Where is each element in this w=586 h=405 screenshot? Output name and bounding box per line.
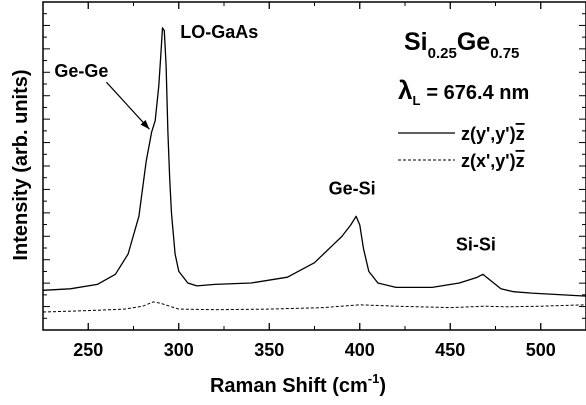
annotation-ge-si: Ge-Si [329, 178, 376, 198]
composition-label: Si0.25Ge0.75 [404, 28, 519, 62]
y-axis-label: Intensity (arb. units) [10, 69, 32, 260]
annotation-ge-ge: Ge-Ge [54, 61, 108, 81]
series-line-crossed [42, 301, 586, 313]
ge-ge-arrow-head [140, 120, 150, 130]
x-tick-label-350: 350 [254, 340, 284, 360]
legend-label-crossed: z(x',y')z [461, 151, 525, 171]
x-tick-label-500: 500 [526, 340, 556, 360]
annotation-lo-gaas: LO-GaAs [180, 22, 258, 42]
legend: z(y',y')z z(x',y')z [398, 124, 525, 171]
x-tick-label-450: 450 [435, 340, 465, 360]
laser-wavelength-label: λL = 676.4 nm [398, 75, 529, 108]
ge-ge-arrow-shaft [105, 81, 150, 130]
x-tick-label-400: 400 [345, 340, 375, 360]
legend-label-parallel: z(y',y')z [461, 124, 525, 144]
x-tick-label-250: 250 [73, 340, 103, 360]
series-line-parallel [42, 27, 586, 297]
x-axis-label: Raman Shift (cm-1) [210, 371, 386, 397]
annotation-si-si: Si-Si [456, 234, 496, 254]
x-tick-label-300: 300 [164, 340, 194, 360]
